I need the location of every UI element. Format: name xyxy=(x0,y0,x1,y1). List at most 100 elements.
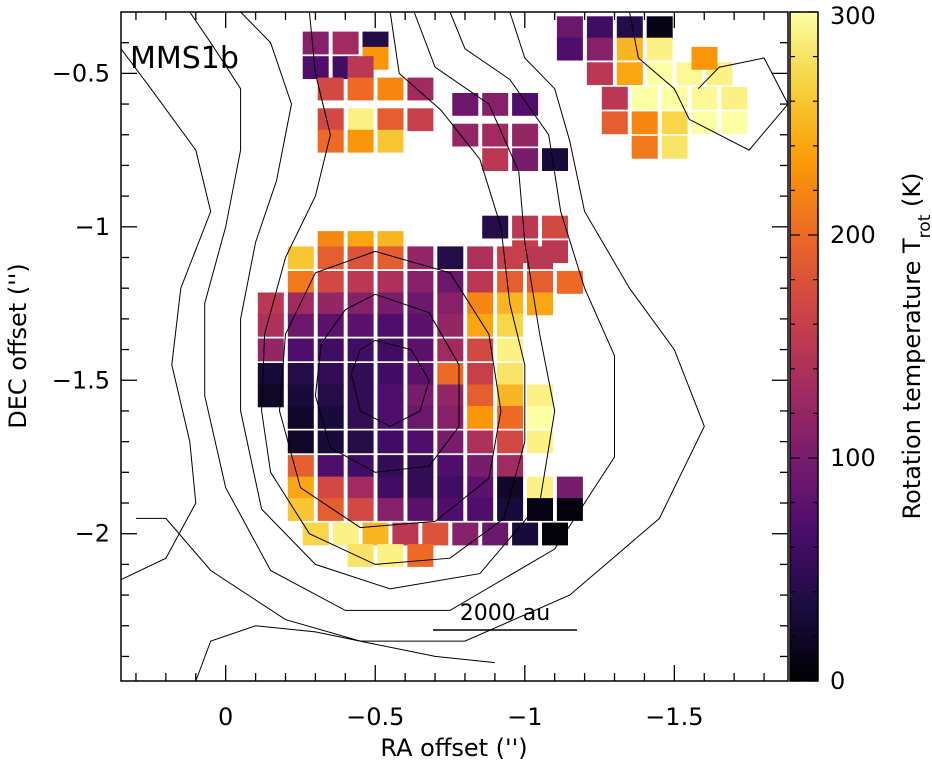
heatmap-cell xyxy=(287,406,314,429)
heatmap-cell xyxy=(661,86,688,110)
heatmap-cell xyxy=(467,338,494,362)
heatmap-cell xyxy=(317,384,344,408)
heatmap-cell xyxy=(497,363,524,386)
heatmap-cell xyxy=(527,406,553,429)
contour-line xyxy=(278,250,502,529)
contour-line xyxy=(261,11,526,565)
contour-line xyxy=(189,11,615,611)
heatmap-cell xyxy=(347,292,374,316)
y-tick-label: −0.5 xyxy=(52,59,110,87)
heatmap-cell xyxy=(542,215,568,239)
heatmap-cell xyxy=(556,37,583,61)
heatmap-cell xyxy=(407,271,434,294)
heatmap-cell xyxy=(407,338,434,362)
heatmap-cell xyxy=(407,77,434,101)
heatmap-cell xyxy=(497,498,524,521)
heatmap-cell xyxy=(542,148,568,171)
heatmap-cell xyxy=(601,111,628,135)
colorbar-tick-label: 0 xyxy=(830,667,845,695)
heatmap-cell xyxy=(347,544,374,567)
heatmap-cell xyxy=(347,476,374,500)
heatmap-cell xyxy=(467,246,494,270)
heatmap-cell xyxy=(317,292,344,316)
x-tick-label: 0 xyxy=(218,703,233,731)
heatmap-cell xyxy=(302,56,329,79)
heatmap-cell xyxy=(452,93,479,116)
heatmap-cell xyxy=(497,476,524,500)
colorbar-tick-label: 100 xyxy=(830,444,876,472)
heatmap-cell xyxy=(482,215,509,239)
heatmap-cell xyxy=(586,37,613,61)
heatmap-cell xyxy=(317,108,344,132)
heatmap-cell xyxy=(287,313,314,337)
heatmap-cell xyxy=(287,246,314,270)
heatmap-cell xyxy=(497,271,524,294)
heatmap-cell xyxy=(467,455,494,478)
heatmap-cell xyxy=(452,522,479,546)
heatmap-cell xyxy=(527,498,553,521)
heatmap-cell xyxy=(287,271,314,294)
contour-line xyxy=(120,48,212,581)
heatmap-cell xyxy=(407,313,434,337)
heatmap-cell xyxy=(467,476,494,500)
heatmap-cell xyxy=(631,135,658,159)
heatmap-cell xyxy=(482,123,509,147)
heatmap-cell xyxy=(377,430,404,454)
heatmap-cell xyxy=(556,271,583,294)
heatmap-cell xyxy=(377,108,404,132)
heatmap-cell xyxy=(437,271,464,294)
heatmap-cell xyxy=(482,148,509,171)
heatmap-cell xyxy=(512,93,539,116)
heatmap-cell xyxy=(317,430,344,454)
heatmap-cell xyxy=(616,37,643,61)
colorbar-ticks: 0 100 200 300 xyxy=(790,2,876,695)
heatmap-cell xyxy=(467,313,494,337)
heatmap-cell xyxy=(437,476,464,500)
heatmap-cell xyxy=(377,363,404,386)
heatmap-cell xyxy=(616,62,643,86)
heatmap-cell xyxy=(377,544,404,567)
heatmap-cell xyxy=(317,476,344,500)
heatmap-cell xyxy=(392,522,419,546)
heatmap-cell xyxy=(631,111,658,135)
contours xyxy=(120,11,789,682)
heatmap-cell xyxy=(497,430,524,454)
heatmap-cell xyxy=(407,108,434,132)
heatmap-cell xyxy=(302,522,329,546)
heatmap-cell xyxy=(721,86,748,110)
heatmap-cell xyxy=(422,522,449,546)
heatmap-cell xyxy=(407,406,434,429)
heatmap-cell xyxy=(407,363,434,386)
heatmap-cell xyxy=(497,406,524,429)
heatmap-cell xyxy=(317,363,344,386)
heatmap-cell xyxy=(512,148,539,171)
heatmap-cell xyxy=(257,292,284,316)
heatmap-cell xyxy=(527,271,553,294)
heatmap-cell xyxy=(347,77,374,101)
heatmap-cell xyxy=(497,313,524,337)
heatmap-cell xyxy=(631,86,658,110)
heatmap-cell xyxy=(407,246,434,270)
panel-label: MMS1b xyxy=(130,41,239,76)
heatmap-cell xyxy=(691,46,718,70)
heatmap-cell xyxy=(437,455,464,478)
heatmap-cell xyxy=(586,62,613,86)
heatmap-cell xyxy=(377,455,404,478)
heatmap-cell xyxy=(497,338,524,362)
contour-line xyxy=(240,11,556,590)
heatmap-cell xyxy=(302,31,329,55)
y-tick-label: −1 xyxy=(75,213,110,241)
heatmap-cell xyxy=(317,77,344,101)
heatmap-cell xyxy=(407,292,434,316)
heatmap-cell xyxy=(287,498,314,521)
heatmap-cell xyxy=(317,406,344,429)
plot-frame xyxy=(120,11,789,682)
heatmap-cell xyxy=(317,246,344,270)
colorbar-title-unit: (K) xyxy=(898,173,926,215)
heatmap-cell xyxy=(556,476,583,500)
heatmap-cell xyxy=(287,455,314,478)
heatmap-cell xyxy=(287,384,314,408)
heatmap-cell xyxy=(287,363,314,386)
heatmap-cell xyxy=(332,522,359,546)
heatmap-cell xyxy=(347,313,374,337)
